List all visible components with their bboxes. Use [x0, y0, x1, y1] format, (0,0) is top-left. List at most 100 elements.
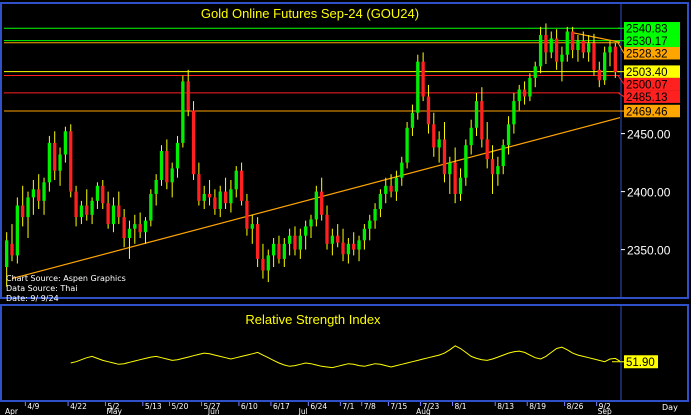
candle — [506, 116, 511, 155]
candle — [261, 243, 265, 279]
candle-body — [554, 38, 559, 62]
candle — [570, 26, 575, 59]
candle — [400, 156, 404, 186]
x-axis-month-label: Aug — [416, 407, 431, 415]
x-axis-date-label: 7/1 — [342, 402, 354, 411]
candle — [330, 228, 335, 256]
candle — [175, 135, 180, 178]
candle-body — [426, 96, 431, 125]
rsi-chart-title: Relative Strength Index — [245, 312, 381, 327]
candle — [336, 224, 340, 248]
candle — [213, 189, 217, 215]
candle — [560, 46, 564, 82]
candle-body — [400, 162, 404, 178]
candle — [197, 162, 201, 206]
candle-body — [549, 38, 553, 53]
candle — [426, 84, 431, 134]
candle-body — [79, 205, 84, 218]
x-axis-month-label: Apr — [5, 407, 19, 415]
candle-body — [213, 197, 217, 209]
candle-body — [544, 35, 548, 53]
candle-body — [581, 40, 585, 53]
candle — [10, 224, 14, 262]
x-axis-month-label: Jun — [207, 407, 220, 415]
candle — [453, 147, 457, 204]
x-axis-date-label: 6/17 — [273, 402, 290, 411]
x-axis-date-label: 5/27 — [204, 402, 221, 411]
candle — [384, 177, 388, 204]
candle-body — [90, 200, 94, 215]
candle — [133, 214, 137, 244]
candle-body — [389, 185, 393, 192]
price-label-leader — [617, 75, 625, 85]
candle-body — [480, 101, 484, 140]
candle-body — [170, 168, 174, 183]
candle-body — [117, 205, 121, 218]
candle — [15, 197, 20, 264]
rsi-value-label: 51.90 — [626, 357, 655, 369]
candle-body — [58, 154, 62, 171]
candle-body — [69, 131, 73, 192]
candle-body — [287, 235, 292, 244]
trendline — [572, 32, 620, 43]
candle — [480, 87, 484, 148]
candle-body — [432, 124, 436, 148]
candle — [42, 177, 46, 215]
candle — [138, 212, 142, 238]
candle-body — [266, 255, 270, 271]
candle — [528, 73, 532, 102]
date-note: Date: 9/ 9/24 — [6, 294, 59, 303]
candle — [357, 235, 361, 262]
x-axis-date-label: 6/24 — [310, 402, 327, 411]
candle — [517, 84, 521, 111]
candle — [389, 174, 393, 198]
candle-body — [453, 162, 457, 194]
candle — [122, 209, 126, 248]
x-axis-date-label: 7/15 — [390, 402, 407, 411]
candle — [410, 104, 415, 136]
candle-body — [613, 46, 617, 73]
candle-body — [410, 112, 415, 128]
candle — [602, 46, 607, 85]
candle-body — [368, 220, 372, 229]
candle — [586, 35, 591, 62]
candle — [512, 93, 516, 134]
candle — [608, 40, 612, 67]
price-label-text: 2528.32 — [626, 48, 668, 60]
candle-body — [95, 185, 100, 201]
candle — [53, 131, 57, 180]
candle-body — [512, 101, 516, 125]
candle-body — [181, 81, 185, 143]
candle-body — [37, 189, 41, 201]
candle-body — [448, 162, 452, 175]
candle — [170, 162, 174, 198]
candle-body — [159, 151, 164, 180]
candle-body — [5, 240, 9, 267]
price-label-text: 2469.46 — [626, 106, 668, 118]
rsi-value-box — [624, 355, 658, 369]
candle — [298, 228, 302, 259]
candle-body — [602, 52, 607, 81]
candle-body — [384, 185, 388, 194]
candle — [352, 232, 356, 256]
candle-body — [133, 224, 137, 229]
price-label-box — [624, 90, 680, 103]
candle — [394, 170, 399, 201]
candle — [31, 180, 36, 215]
candle-body — [21, 205, 25, 218]
candle-body — [261, 258, 265, 271]
candle — [191, 101, 196, 180]
candle-body — [304, 226, 308, 236]
candle-body — [458, 177, 463, 194]
candle — [95, 182, 100, 209]
price-label-box — [624, 46, 680, 60]
candle — [282, 238, 286, 267]
candle — [250, 214, 254, 244]
x-axis-month-label: Jul — [298, 407, 308, 415]
candle — [229, 180, 233, 213]
x-axis-date-label: 7/23 — [422, 402, 439, 411]
candle-body — [15, 205, 20, 256]
candle — [165, 139, 169, 190]
candle-body — [405, 127, 409, 163]
